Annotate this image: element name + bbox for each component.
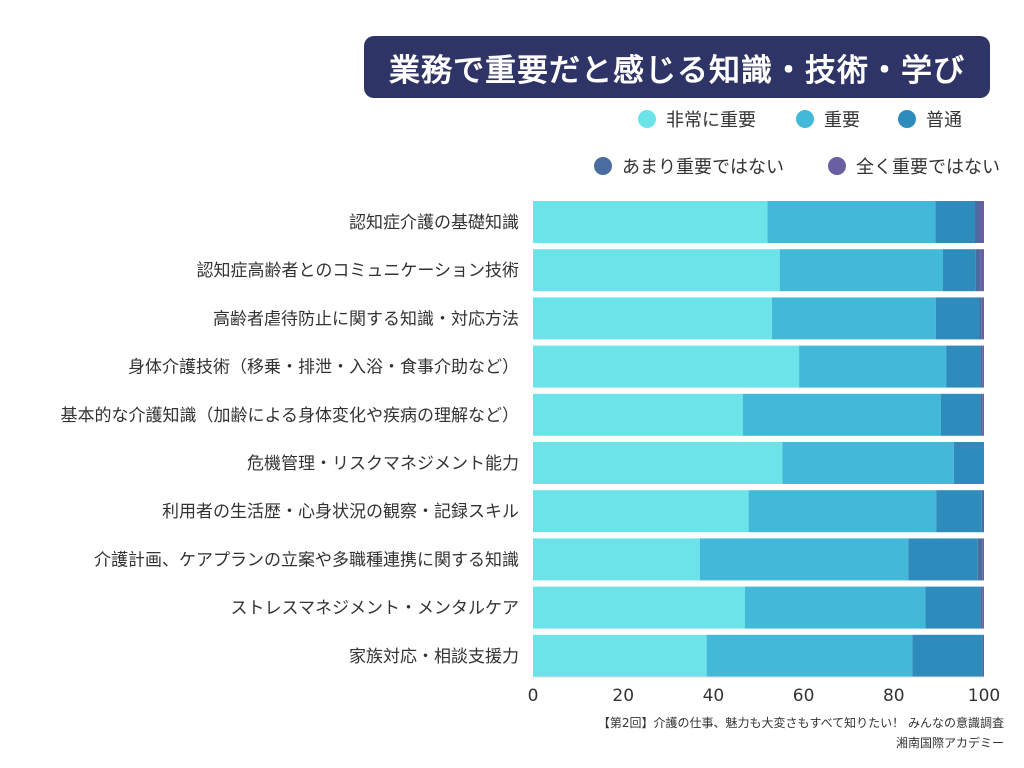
bar-segment xyxy=(748,490,937,533)
bar-segment xyxy=(799,345,947,388)
bar-segment xyxy=(782,442,954,484)
bar-segment xyxy=(779,249,943,292)
bar-segment xyxy=(979,201,984,243)
bar-segment xyxy=(981,297,984,340)
category-label: 基本的な介護知識（加齢による身体変化や疾病の理解など） xyxy=(61,406,520,426)
bar-segment xyxy=(935,201,975,243)
bar-segment xyxy=(982,393,984,436)
bar-segment xyxy=(977,538,983,581)
bar-segment xyxy=(982,345,984,388)
source-citation: 【第2回】介護の仕事、魅力も大変さもすべて知りたい！ みんなの意識調査 xyxy=(597,716,1004,730)
legend-item-not-very-important: あまり重要ではない xyxy=(594,154,784,178)
chart-title: 業務で重要だと感じる知識・技術・学び xyxy=(389,52,965,89)
x-tick-label: 100 xyxy=(968,686,1000,706)
category-label: 利用者の生活歴・心身状況の観察・記録スキル xyxy=(162,502,519,522)
legend-label: 普通 xyxy=(926,110,962,131)
bar-segment xyxy=(533,634,707,677)
x-tick-label: 60 xyxy=(793,686,815,706)
legend-label: 全く重要ではない xyxy=(856,157,1000,178)
bar-segment xyxy=(980,345,983,388)
legend-item-important: 重要 xyxy=(796,107,860,131)
bar-segment xyxy=(533,249,780,292)
bar-segment xyxy=(533,393,743,436)
category-label: 身体介護技術（移乗・排泄・入浴・食事介助など） xyxy=(128,358,519,378)
bar-segment xyxy=(979,297,982,340)
bar-segment xyxy=(742,393,941,436)
category-label: 認知症介護の基礎知識 xyxy=(349,213,519,233)
x-tick-label: 0 xyxy=(528,686,539,706)
x-tick-label: 40 xyxy=(703,686,725,706)
bar-segment xyxy=(767,201,936,243)
bar-segment xyxy=(699,538,909,581)
legend-label: 非常に重要 xyxy=(666,110,756,131)
legend-item-not-important-at-all: 全く重要ではない xyxy=(828,154,1000,178)
bar-segment xyxy=(533,538,700,581)
category-label: ストレスマネジメント・メンタルケア xyxy=(231,599,520,619)
bar-segment xyxy=(940,393,981,436)
category-label: 危機管理・リスクマネジメント能力 xyxy=(247,454,519,474)
bar-segment xyxy=(706,634,913,677)
legend-swatch-very-important xyxy=(638,110,656,128)
bar-segment xyxy=(980,586,983,629)
legend-label: あまり重要ではない xyxy=(622,157,784,178)
legend-swatch-not-very-important xyxy=(594,157,612,175)
bar-segment xyxy=(974,201,980,243)
bar-segment xyxy=(533,442,783,484)
bar-segment xyxy=(953,442,984,484)
category-label: 高齢者虐待防止に関する知識・対応方法 xyxy=(213,309,519,329)
bar-segment xyxy=(772,297,936,340)
bar-segment xyxy=(980,393,983,436)
bar-segment xyxy=(936,490,982,533)
bar-segment xyxy=(533,586,745,629)
legend-swatch-not-important-at-all xyxy=(828,157,846,175)
bar-segment xyxy=(908,538,978,581)
legend-swatch-normal xyxy=(898,110,916,128)
source-publisher: 湘南国際アカデミー xyxy=(895,736,1004,750)
category-label: 介護計画、ケアプランの立案や多職種連携に関する知識 xyxy=(94,550,519,570)
bar-segment xyxy=(533,201,768,243)
x-tick-label: 20 xyxy=(612,686,634,706)
category-label: 家族対応・相談支援力 xyxy=(349,647,519,667)
bar-segment xyxy=(533,297,773,340)
chart-title-banner: 業務で重要だと感じる知識・技術・学び xyxy=(364,36,990,98)
bar-segment xyxy=(975,249,981,292)
bar-segment xyxy=(982,586,984,629)
legend-item-very-important: 非常に重要 xyxy=(638,107,756,131)
bar-segment xyxy=(980,249,984,292)
bar-segment xyxy=(946,345,981,388)
legend-swatch-important xyxy=(796,110,814,128)
legend-label: 重要 xyxy=(824,110,860,131)
bar-segment xyxy=(942,249,976,292)
bar-segment xyxy=(533,490,749,533)
bar-segment xyxy=(982,634,984,677)
bar-segment xyxy=(935,297,980,340)
bar-segment xyxy=(912,634,983,677)
bar-segment xyxy=(981,490,984,533)
bar-segment xyxy=(982,538,984,581)
category-label: 認知症高齢者とのコミュニケーション技術 xyxy=(197,261,520,281)
legend-item-normal: 普通 xyxy=(898,107,962,131)
bar-segment xyxy=(925,586,981,629)
x-tick-label: 80 xyxy=(883,686,905,706)
bar-segment xyxy=(533,345,800,388)
bar-segment xyxy=(744,586,926,629)
